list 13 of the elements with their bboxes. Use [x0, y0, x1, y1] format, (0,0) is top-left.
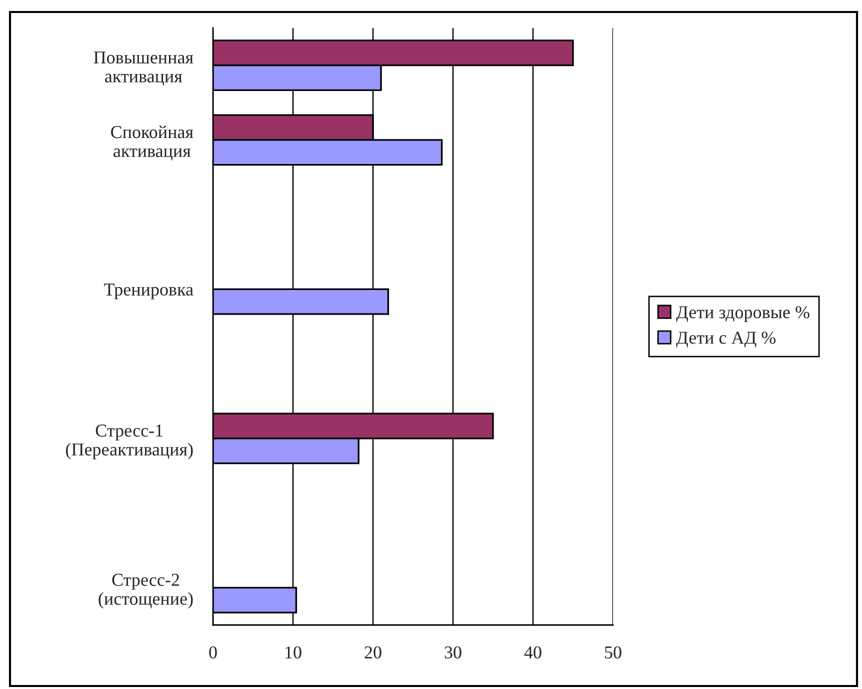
y-tick-label: Спокойная активация	[111, 126, 194, 160]
legend-label: Дети здоровые %	[676, 306, 810, 322]
y-tick-label: Стресс-1 (Переактивация)	[66, 424, 193, 460]
legend-label: Дети с АД %	[676, 332, 776, 348]
x-tick-label: 20	[364, 646, 382, 659]
x-tick-label: 10	[286, 646, 302, 659]
x-tick-label: 0	[209, 646, 217, 659]
x-tick-label: 40	[524, 646, 542, 659]
y-tick-label: Тренировка	[104, 284, 194, 300]
x-tick-label: 30	[444, 646, 462, 659]
y-tick-label: Стресс-2 (истощение)	[98, 574, 193, 608]
x-tick-label: 50	[605, 646, 622, 659]
y-tick-label: Повышенная активация	[94, 52, 194, 86]
